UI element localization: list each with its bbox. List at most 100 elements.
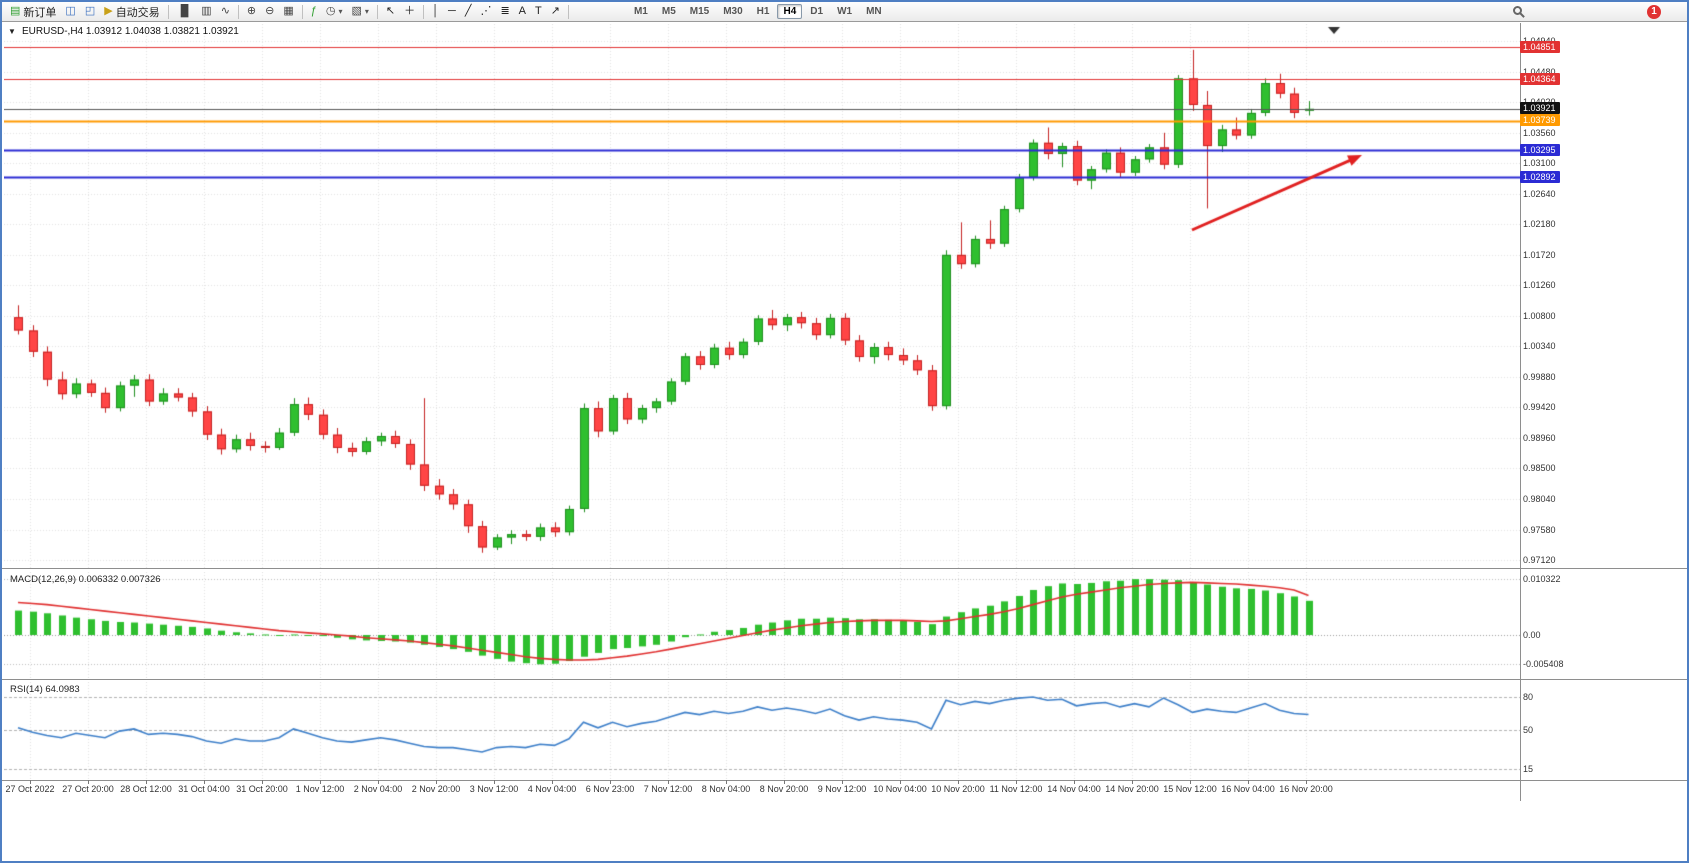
zoom-in-icon: ⊕: [246, 5, 257, 17]
time-axis-tick: [726, 780, 727, 784]
toolbar-fibonacci-button[interactable]: ⋰: [476, 3, 495, 20]
zoom-out-icon: ⊖: [265, 5, 275, 17]
time-axis-tick: [436, 780, 437, 784]
timeframe-toolbar: M1 M5 M15 M30 H1 H4 D1 W1 MN: [628, 4, 888, 19]
rsi-axis-label: 15: [1523, 763, 1534, 774]
time-axis-tick: [958, 780, 959, 784]
toolbar-chart-windows-button[interactable]: ◫: [61, 3, 79, 20]
price-axis-label: 0.98500: [1523, 463, 1556, 474]
time-axis-tick: [204, 780, 205, 784]
toolbar-cursor-button[interactable]: ↖: [382, 3, 399, 20]
rsi-indicator-label: RSI(14) 64.0983: [10, 684, 80, 695]
toolbar-arrows-button[interactable]: ↗: [547, 3, 564, 20]
time-axis-tick: [1016, 780, 1017, 784]
price-axis-label: 1.03100: [1523, 158, 1556, 169]
toolbar-periods-button[interactable]: ◷ ▾: [322, 3, 347, 20]
time-axis-label: 1 Nov 12:00: [295, 784, 345, 794]
one-click-trading-toggle-icon[interactable]: ▼: [8, 27, 16, 36]
price-axis-label: 0.98960: [1523, 432, 1556, 443]
toolbar-shapes-button[interactable]: ≣: [496, 3, 513, 20]
time-axis-label: 31 Oct 20:00: [236, 784, 288, 794]
timeframe-m5-button[interactable]: M5: [661, 6, 676, 17]
time-axis-tick: [88, 780, 89, 784]
toolbar-profiles-button[interactable]: ◰: [81, 3, 99, 20]
time-axis-label: 8 Nov 20:00: [759, 784, 809, 794]
toolbar-zoom-out-button[interactable]: ⊖: [261, 3, 278, 20]
toolbar-templates-button[interactable]: ▧ ▾: [348, 3, 373, 20]
chart-line-icon: ∿: [220, 5, 230, 17]
shapes-icon: ≣: [500, 5, 510, 17]
chart-info-line: EURUSD-,H4 1.03912 1.04038 1.03821 1.039…: [22, 26, 239, 37]
price-axis-label: 1.04480: [1523, 66, 1556, 77]
price-axis-label: 1.02180: [1523, 219, 1556, 230]
price-axis-label: 1.02640: [1523, 188, 1556, 199]
toolbar-text-label-button[interactable]: T: [531, 3, 546, 20]
rsi-panel-canvas[interactable]: [4, 682, 1520, 779]
time-axis-tick: [30, 780, 31, 784]
toolbar-indicators-button[interactable]: ƒ: [307, 3, 321, 20]
timeframe-d1-button[interactable]: D1: [810, 6, 824, 17]
toolbar-trendline-button[interactable]: ╱: [461, 3, 476, 20]
time-axis-label: 4 Nov 04:00: [527, 784, 577, 794]
macd-panel-canvas[interactable]: [4, 572, 1520, 678]
horizontal-line-icon: ─: [448, 5, 456, 17]
toolbar-chart-bars-button[interactable]: ▐▌: [173, 3, 197, 20]
price-axis-separator: [1520, 23, 1521, 801]
time-axis-label: 16 Nov 04:00: [1221, 784, 1275, 794]
toolbar-chart-candles-button[interactable]: ▥: [197, 3, 215, 20]
time-axis-label: 27 Oct 20:00: [62, 784, 114, 794]
time-axis-label: 31 Oct 04:00: [178, 784, 230, 794]
timeframe-h4-button[interactable]: H4: [777, 4, 803, 19]
time-axis-tick: [320, 780, 321, 784]
time-axis-tick: [1074, 780, 1075, 784]
time-axis-label: 7 Nov 12:00: [643, 784, 693, 794]
price-tag-1.03739: 1.03739: [1520, 114, 1560, 127]
panel-divider[interactable]: [2, 679, 1687, 680]
auto-trading-icon: ▶: [104, 5, 113, 17]
new-order-label: 新订单: [23, 6, 57, 19]
timeframe-m1-button[interactable]: M1: [633, 6, 648, 17]
search-button[interactable]: [1513, 6, 1527, 20]
price-axis-label: 0.99880: [1523, 371, 1556, 382]
time-axis-tick: [378, 780, 379, 784]
indicators-icon: ƒ: [310, 5, 317, 17]
time-axis-label: 6 Nov 23:00: [585, 784, 635, 794]
price-axis-label: 0.98040: [1523, 494, 1556, 504]
notification-badge[interactable]: 1: [1647, 5, 1661, 19]
time-axis-tick: [668, 780, 669, 784]
toolbar-text-button[interactable]: A: [515, 3, 530, 20]
time-axis-label: 9 Nov 12:00: [817, 784, 867, 794]
panel-divider[interactable]: [2, 568, 1687, 569]
time-axis-tick: [1306, 780, 1307, 784]
toolbar-auto-trading-button[interactable]: ▶ 自动交易: [100, 3, 163, 20]
toolbar-new-order-button[interactable]: ▤ 新订单: [6, 3, 60, 20]
timeframe-w1-button[interactable]: W1: [837, 6, 853, 17]
price-chart-canvas[interactable]: [4, 24, 1520, 568]
time-axis-label: 10 Nov 20:00: [931, 784, 985, 794]
macd-axis-label: -0.005408: [1523, 659, 1564, 670]
toolbar-chart-line-button[interactable]: ∿: [217, 3, 234, 20]
toolbar-tile-windows-button[interactable]: ▦: [279, 3, 297, 20]
toolbar-vertical-line-button[interactable]: │: [428, 3, 443, 20]
toolbar-horizontal-line-button[interactable]: ─: [444, 3, 460, 20]
time-axis-label: 2 Nov 04:00: [353, 784, 403, 794]
timeframe-h1-button[interactable]: H1: [756, 6, 770, 17]
time-axis-label: 16 Nov 20:00: [1279, 784, 1333, 794]
text-label-icon: T: [535, 5, 542, 17]
arrows-icon: ↗: [550, 5, 560, 17]
price-axis-label: 0.99420: [1523, 402, 1556, 413]
timeframe-mn-button[interactable]: MN: [866, 6, 882, 17]
timeframe-m15-button[interactable]: M15: [689, 6, 710, 17]
new-order-icon: ▤: [10, 5, 21, 17]
timeframe-m30-button[interactable]: M30: [723, 6, 743, 17]
toolbar-crosshair-button[interactable]: ＋: [400, 3, 419, 20]
price-axis-label: 1.04020: [1523, 97, 1556, 107]
toolbar-zoom-in-button[interactable]: ⊕: [243, 3, 260, 20]
fibonacci-icon: ⋰: [480, 5, 492, 17]
price-axis-label: 1.00340: [1523, 341, 1556, 352]
macd-axis-label: 0.00: [1523, 630, 1541, 640]
cursor-icon: ↖: [385, 5, 396, 17]
time-axis-tick: [494, 780, 495, 784]
chart-windows-icon: ◫: [65, 5, 76, 17]
